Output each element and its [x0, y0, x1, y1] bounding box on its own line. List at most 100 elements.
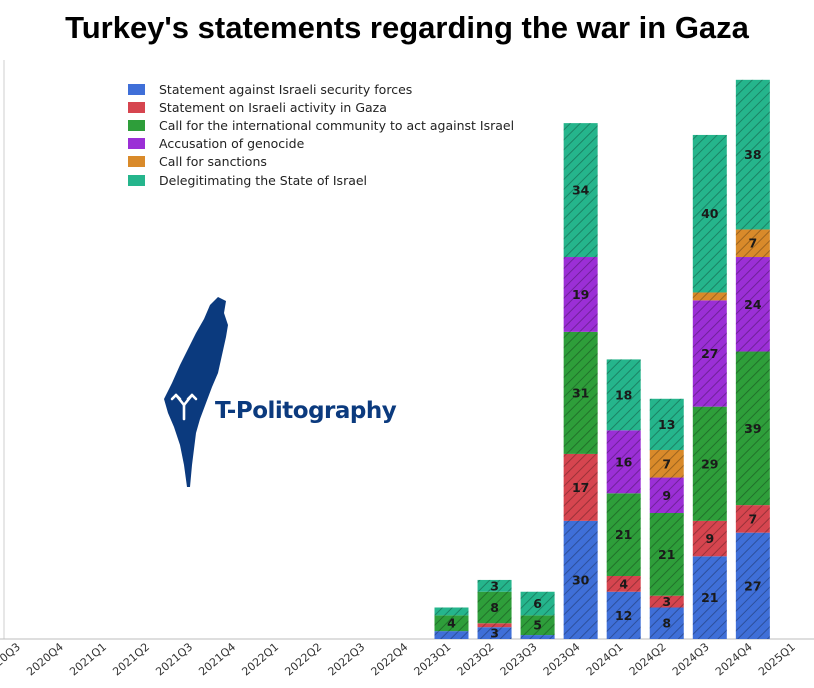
data-label: 21: [701, 590, 718, 605]
data-label: 9: [662, 488, 671, 503]
data-label: 13: [658, 417, 675, 432]
logo-text: T-Politography: [215, 398, 397, 424]
x-tick-label: 2023Q1: [412, 640, 454, 678]
legend-swatch: [128, 156, 145, 168]
x-tick-label: 2020Q4: [24, 640, 66, 678]
bar-segment-hatch: [735, 257, 770, 352]
legend-swatch: [128, 119, 145, 131]
legend-entry: Call for the international community to …: [128, 116, 514, 134]
legend-swatch: [128, 83, 145, 95]
x-tick-label: )20Q3: [0, 640, 23, 672]
bar-segment-hatch: [606, 493, 641, 576]
data-label: 17: [572, 480, 589, 495]
x-tick-label: 2025Q1: [756, 640, 798, 678]
legend-entry: Statement on Israeli activity in Gaza: [128, 98, 514, 116]
bar-segment-hatch: [434, 607, 469, 616]
israel-map-icon: [164, 297, 228, 487]
x-tick-label: 2021Q4: [196, 640, 238, 678]
legend-entry: Statement against Israeli security force…: [128, 80, 514, 98]
data-label: 19: [572, 287, 589, 302]
legend-label: Accusation of genocide: [159, 136, 305, 152]
logo-israel-map-icon: [164, 297, 228, 487]
bar-segment-hatch: [649, 449, 684, 478]
legend-label: Statement against Israeli security force…: [159, 81, 413, 97]
data-label: 12: [615, 608, 632, 623]
split-arrow-icon: [170, 393, 198, 421]
data-label: 16: [615, 454, 633, 469]
bar-segment-hatch: [520, 615, 555, 636]
bar-segment-hatch: [649, 512, 684, 596]
data-label: 7: [748, 511, 757, 526]
bar-segment-hatch: [692, 300, 727, 407]
bar-segment-hatch: [692, 406, 727, 521]
bar-segment-hatch: [735, 79, 770, 230]
bar-segment-hatch: [606, 575, 641, 592]
data-label: 29: [701, 456, 718, 471]
data-label: 34: [572, 183, 590, 198]
bar-segment-hatch: [434, 615, 469, 632]
data-label: 6: [533, 596, 542, 611]
data-label: 3: [490, 578, 499, 593]
data-label: 9: [705, 531, 714, 546]
x-tick-label: 2021Q2: [110, 640, 152, 678]
data-label: 7: [662, 456, 671, 471]
data-label: 39: [744, 421, 761, 436]
bar-segment-hatch: [735, 351, 770, 506]
bar-segment-hatch: [520, 591, 555, 616]
data-label: 7: [748, 236, 757, 251]
x-tick-label: 2023Q2: [455, 640, 497, 678]
bar-segment-hatch: [692, 556, 727, 639]
x-tick-label: 2022Q2: [282, 640, 324, 678]
bar-segment-hatch: [563, 123, 598, 258]
bar-segment-hatch: [735, 532, 770, 639]
bar-segment-hatch: [692, 520, 727, 557]
data-label: 8: [662, 616, 671, 631]
legend-swatch: [128, 138, 145, 150]
legend-label: Statement on Israeli activity in Gaza: [159, 99, 387, 115]
data-label: 21: [615, 527, 632, 542]
x-tick-label: 2022Q4: [369, 640, 411, 678]
data-label: 40: [701, 206, 719, 221]
data-label: 18: [615, 387, 632, 402]
x-tick-label: 2023Q4: [541, 640, 583, 678]
legend-entry: Delegitimating the State of Israel: [128, 171, 514, 189]
bar-segment-hatch: [606, 359, 641, 431]
x-tick-label: 2022Q1: [239, 640, 281, 678]
bar-segment-hatch: [563, 520, 598, 639]
data-label: 27: [744, 578, 761, 593]
legend-label: Call for the international community to …: [159, 117, 515, 133]
data-label: 38: [744, 147, 761, 162]
x-tick-label: 2024Q3: [670, 640, 712, 678]
legend-entry: Call for sanctions: [128, 153, 514, 171]
bar-segment-hatch: [649, 607, 684, 639]
legend-swatch: [128, 101, 145, 113]
x-tick-label: 2023Q3: [498, 640, 540, 678]
data-label: 4: [619, 576, 628, 591]
bar-segment-hatch: [563, 453, 598, 521]
bar-segment-hatch: [606, 430, 641, 494]
bar-segment-hatch: [735, 505, 770, 533]
bar-segment-hatch: [477, 579, 512, 592]
data-label: 30: [572, 572, 590, 587]
data-label: 3: [490, 626, 499, 641]
x-tick-label: 2024Q4: [713, 640, 755, 678]
data-label: 21: [658, 547, 675, 562]
bar-segment-hatch: [477, 627, 512, 639]
x-tick-label: 2024Q1: [584, 640, 626, 678]
bar-segment-hatch: [563, 257, 598, 332]
data-label: 3: [662, 594, 671, 609]
data-label: 8: [490, 600, 499, 615]
bar-segment-hatch: [649, 398, 684, 450]
x-tick-label: 2024Q2: [627, 640, 669, 678]
bar-segment-hatch: [520, 635, 555, 639]
bar-segment-hatch: [649, 477, 684, 513]
legend-swatch: [128, 174, 145, 186]
data-label: 5: [533, 618, 542, 633]
x-tick-label: 2022Q3: [326, 640, 368, 678]
bar-segment-hatch: [606, 591, 641, 639]
bar-segment-hatch: [649, 595, 684, 608]
data-label: 31: [572, 385, 589, 400]
bar-segment-hatch: [434, 631, 469, 639]
